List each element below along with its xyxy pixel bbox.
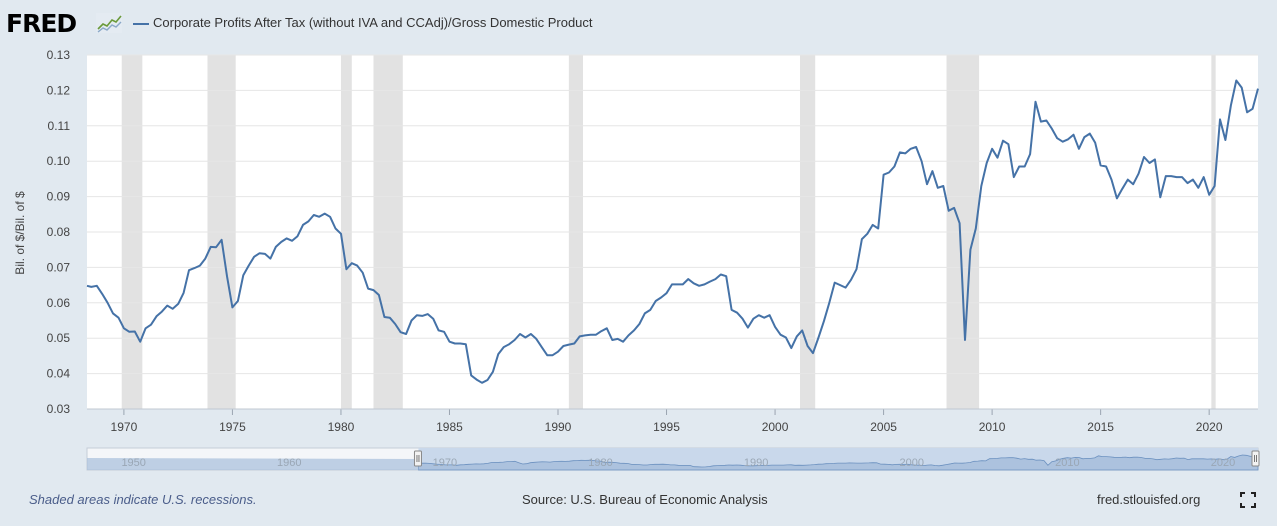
fred-graph-icon: [96, 13, 122, 33]
navigator-label: 1970: [433, 457, 457, 469]
x-tick-label: 1995: [653, 420, 680, 434]
x-tick-label: 1975: [219, 420, 246, 434]
x-tick-label: 2020: [1196, 420, 1223, 434]
fred-logo[interactable]: FRED: [6, 9, 77, 38]
navigator-label: 1960: [277, 457, 301, 469]
x-tick-label: 1990: [545, 420, 572, 434]
y-tick-label: 0.04: [47, 367, 71, 381]
navigator-label: 2010: [1055, 457, 1079, 469]
y-tick-label: 0.13: [47, 48, 71, 62]
y-tick-label: 0.08: [47, 225, 71, 239]
chart-header: FRED Corporate Profits After Tax (withou…: [0, 0, 1277, 46]
legend-series-line: [133, 23, 149, 25]
line-chart[interactable]: 0.03 0.04 0.05 0.06 0.07 0.08 0.09 0.10 0.11 0.12…: [0, 44, 1277, 484]
recession-note: Shaded areas indicate U.S. recessions.: [29, 492, 257, 507]
navigator-label: 2020: [1211, 457, 1235, 469]
navigator-label: 1950: [121, 457, 145, 469]
navigator-label: 1990: [744, 457, 768, 469]
y-tick-label: 0.12: [47, 83, 71, 97]
x-tick-label: 2000: [762, 420, 789, 434]
y-tick-label: 0.05: [47, 331, 71, 345]
navigator-handle[interactable]: [1251, 450, 1260, 467]
navigator-label: 2000: [900, 457, 924, 469]
source-credit: Source: U.S. Bureau of Economic Analysis: [522, 492, 768, 507]
x-tick-label: 2015: [1087, 420, 1114, 434]
x-tick-label: 1985: [436, 420, 463, 434]
site-link[interactable]: fred.stlouisfed.org: [1097, 492, 1201, 507]
navigator-handle[interactable]: [413, 450, 422, 467]
navigator-history: [87, 458, 419, 470]
fullscreen-icon[interactable]: [1240, 492, 1256, 508]
x-tick-label: 1980: [328, 420, 355, 434]
navigator-label: 1980: [588, 457, 612, 469]
x-tick-label: 2005: [870, 420, 897, 434]
legend-series-label: Corporate Profits After Tax (without IVA…: [153, 15, 593, 30]
y-tick-label: 0.07: [47, 260, 71, 274]
navigator-series: [418, 454, 1259, 471]
y-tick-label: 0.11: [48, 119, 71, 133]
y-tick-label: 0.09: [47, 190, 71, 204]
y-tick-label: 0.10: [47, 154, 71, 168]
x-tick-label: 2010: [979, 420, 1006, 434]
y-tick-label: 0.06: [47, 296, 71, 310]
x-tick-label: 1970: [111, 420, 138, 434]
y-tick-label: 0.03: [47, 402, 71, 416]
